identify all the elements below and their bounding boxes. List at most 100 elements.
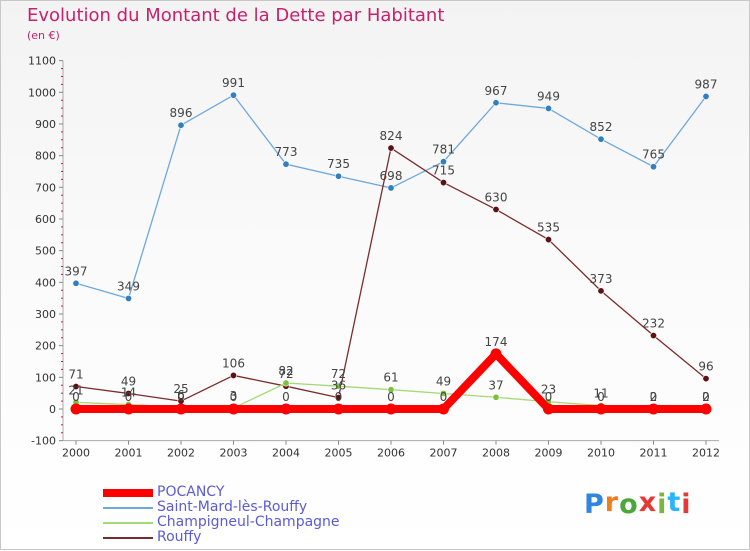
data-point-champigneul-champagne — [282, 379, 290, 387]
data-label-champigneul-champagne: 49 — [436, 374, 451, 388]
data-point-saint-mard-les-rouffy — [597, 135, 605, 143]
data-point-rouffy — [597, 287, 605, 295]
logo-letter: i — [657, 489, 668, 520]
data-point-saint-mard-les-rouffy — [439, 158, 447, 166]
data-label-pocancy: 0 — [125, 390, 133, 404]
data-label-champigneul-champagne: 82 — [278, 364, 293, 378]
data-point-rouffy — [544, 236, 552, 244]
data-label-rouffy: 106 — [222, 356, 245, 370]
logo-letter: t — [667, 487, 682, 518]
data-label-champigneul-champagne: 23 — [541, 383, 556, 397]
data-label-saint-mard-les-rouffy: 698 — [380, 169, 403, 183]
y-tick-label: 200 — [35, 340, 56, 353]
legend-swatch-saint-mard-les-rouffy — [103, 507, 153, 509]
data-label-champigneul-champagne: 14 — [121, 386, 136, 400]
y-tick-label: 700 — [35, 181, 56, 194]
x-tick-label: 2011 — [640, 447, 668, 460]
y-tick-label: 900 — [35, 118, 56, 131]
data-label-champigneul-champagne: 11 — [593, 387, 608, 401]
data-point-saint-mard-les-rouffy — [334, 172, 342, 180]
y-tick-label: 500 — [35, 245, 56, 258]
data-point-pocancy — [70, 403, 82, 415]
data-label-rouffy: 71 — [68, 368, 83, 382]
data-label-rouffy: 25 — [173, 382, 188, 396]
logo-letter: i — [681, 489, 692, 520]
data-label-rouffy: 373 — [590, 272, 613, 286]
data-label-champigneul-champagne: 61 — [383, 371, 398, 385]
legend-swatch-champigneul-champagne — [103, 522, 153, 524]
data-label-saint-mard-les-rouffy: 896 — [170, 106, 193, 120]
data-point-rouffy — [492, 205, 500, 213]
data-point-pocancy — [490, 348, 502, 360]
x-tick-label: 2005 — [325, 447, 353, 460]
data-point-rouffy — [649, 332, 657, 340]
logo-letter: o — [619, 489, 639, 520]
data-label-saint-mard-les-rouffy: 949 — [537, 89, 560, 103]
data-label-pocancy: 0 — [650, 390, 658, 404]
data-point-saint-mard-les-rouffy — [72, 279, 80, 287]
data-label-champigneul-champagne: 2 — [650, 390, 658, 404]
x-tick-label: 2006 — [377, 447, 405, 460]
data-label-rouffy: 715 — [432, 164, 455, 178]
proxiti-logo: Proxiti — [584, 487, 692, 520]
data-point-rouffy — [334, 394, 342, 402]
data-label-rouffy: 72 — [278, 367, 293, 381]
data-label-pocancy: 0 — [440, 390, 448, 404]
logo-letter: r — [604, 487, 620, 518]
data-label-champigneul-champagne: 37 — [488, 378, 503, 392]
chart-title: Evolution du Montant de la Dette par Hab… — [27, 5, 445, 26]
data-label-pocancy: 0 — [177, 390, 185, 404]
data-label-champigneul-champagne: 6 — [177, 388, 185, 402]
data-label-rouffy: 630 — [485, 190, 508, 204]
x-tick-label: 2007 — [430, 447, 458, 460]
data-label-saint-mard-les-rouffy: 397 — [65, 264, 88, 278]
x-tick-label: 2000 — [62, 447, 90, 460]
data-label-pocancy: 0 — [72, 390, 80, 404]
data-label-saint-mard-les-rouffy: 765 — [642, 148, 665, 162]
data-label-champigneul-champagne: 21 — [68, 383, 83, 397]
data-point-rouffy — [72, 383, 80, 391]
data-label-saint-mard-les-rouffy: 349 — [117, 279, 140, 293]
data-label-saint-mard-les-rouffy: 773 — [275, 145, 298, 159]
y-tick-label: 800 — [35, 150, 56, 163]
data-point-pocancy — [228, 403, 239, 415]
data-point-saint-mard-les-rouffy — [702, 92, 710, 100]
y-tick-label: 100 — [35, 371, 56, 384]
legend-item-rouffy: Rouffy — [103, 530, 423, 545]
y-tick-label: 0 — [49, 403, 56, 416]
legend-swatch-rouffy — [103, 537, 153, 539]
data-point-saint-mard-les-rouffy — [177, 121, 185, 129]
legend-item-saint-mard-les-rouffy: Saint-Mard-lès-Rouffy — [103, 500, 423, 515]
data-label-saint-mard-les-rouffy: 735 — [327, 157, 350, 171]
data-point-rouffy — [230, 371, 238, 379]
data-point-rouffy — [439, 179, 447, 187]
x-tick-label: 2012 — [692, 447, 720, 460]
chart-subtitle: (en €) — [27, 29, 60, 42]
data-label-champigneul-champagne: 72 — [331, 367, 346, 381]
data-point-champigneul-champagne — [492, 393, 500, 401]
logo-letter: P — [584, 489, 605, 520]
data-label-rouffy: 824 — [380, 129, 403, 143]
x-tick-label: 2002 — [167, 447, 195, 460]
y-tick-label: 1000 — [28, 86, 56, 99]
data-label-pocancy: 0 — [282, 390, 290, 404]
x-tick-label: 2010 — [587, 447, 615, 460]
data-label-saint-mard-les-rouffy: 991 — [222, 76, 245, 90]
data-label-pocancy: 0 — [387, 390, 395, 404]
data-point-saint-mard-les-rouffy — [230, 91, 238, 99]
data-label-pocancy: 0 — [230, 390, 238, 404]
data-point-pocancy — [595, 403, 607, 415]
data-label-pocancy: 0 — [545, 390, 553, 404]
legend-swatch-pocancy — [103, 489, 153, 497]
data-point-saint-mard-les-rouffy — [387, 184, 395, 192]
data-point-rouffy — [702, 375, 710, 383]
data-point-saint-mard-les-rouffy — [282, 160, 290, 168]
data-point-saint-mard-les-rouffy — [492, 99, 500, 107]
x-tick-label: 2008 — [482, 447, 510, 460]
y-tick-label: -100 — [31, 435, 56, 448]
data-point-champigneul-champagne — [334, 382, 342, 390]
data-point-saint-mard-les-rouffy — [649, 163, 657, 171]
data-label-rouffy: 232 — [642, 317, 665, 331]
